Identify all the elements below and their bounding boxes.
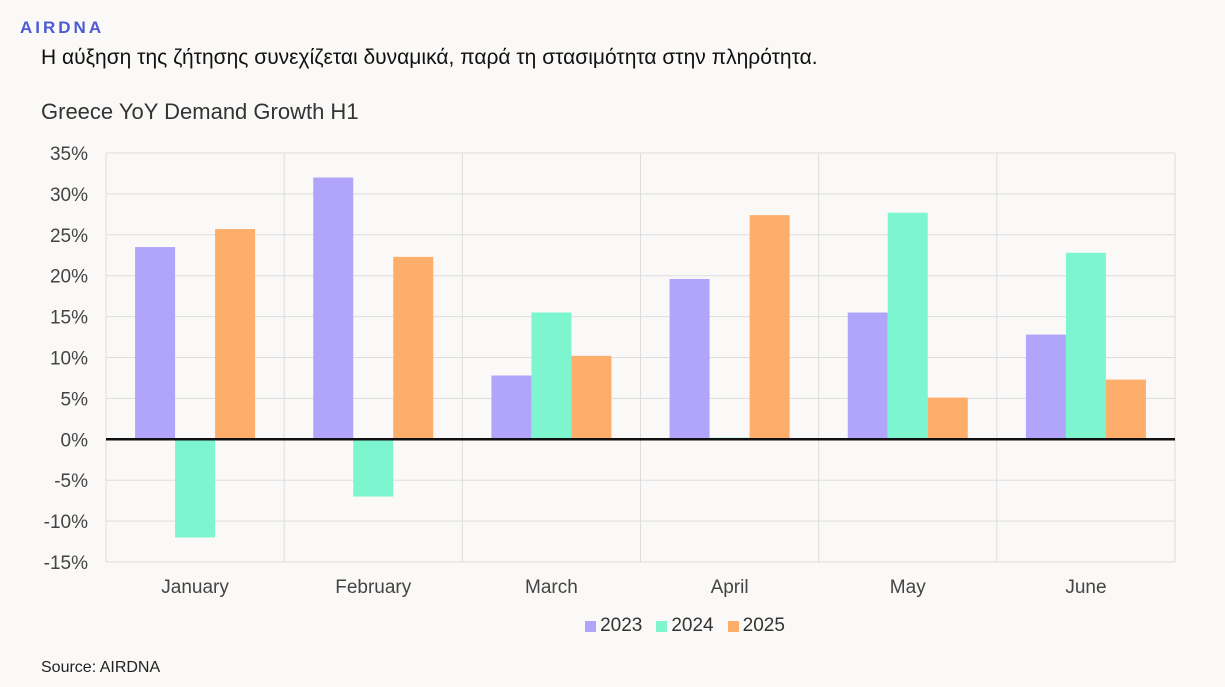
legend-item-2023: 2023 <box>440 615 642 637</box>
bar-2025-april <box>749 215 790 440</box>
bar-2023-june <box>1025 334 1066 440</box>
chart-title: Greece YoY Demand Growth H1 <box>41 99 359 124</box>
y-tick-label: 25% <box>50 226 88 247</box>
legend-label-2023: 2023 <box>600 615 643 636</box>
bar-2023-february <box>313 177 354 440</box>
legend-item-2024: 2024 <box>656 615 714 637</box>
y-tick-label: 30% <box>50 185 88 206</box>
bar-2025-march <box>571 355 612 440</box>
source-note: Source: AIRDNA <box>41 659 161 676</box>
legend-swatch-2024 <box>656 620 668 632</box>
chart-legend: 2023 2024 2025 <box>0 615 1225 637</box>
bar-2023-may <box>847 312 888 440</box>
bar-2024-january <box>175 439 216 538</box>
legend-swatch-2025 <box>727 620 739 632</box>
airdna-logo: AIRDNA <box>20 18 105 37</box>
x-tick-label: January <box>161 577 229 598</box>
bar-2024-may <box>887 212 928 440</box>
bar-2025-june <box>1105 379 1146 440</box>
bar-2023-january <box>135 247 176 440</box>
y-tick-label: -10% <box>44 512 88 533</box>
legend-label-2024: 2024 <box>671 615 714 636</box>
y-tick-label: 35% <box>50 144 88 165</box>
bar-2024-march <box>531 312 572 440</box>
legend-swatch-2023 <box>585 620 597 632</box>
bar-2023-april <box>669 278 710 440</box>
bar-2025-february <box>393 256 434 440</box>
y-tick-label: 10% <box>50 349 88 370</box>
bar-2024-june <box>1065 252 1106 440</box>
bar-2025-january <box>215 229 256 440</box>
y-tick-label: 5% <box>61 389 89 410</box>
x-tick-label: February <box>335 577 412 598</box>
y-tick-label: -15% <box>44 553 88 574</box>
x-tick-label: June <box>1065 577 1106 598</box>
bar-2024-february <box>353 439 394 497</box>
y-tick-label: 20% <box>50 267 88 288</box>
y-tick-label: 15% <box>50 308 88 329</box>
x-tick-label: March <box>525 577 578 598</box>
y-tick-label: -5% <box>54 471 88 492</box>
x-tick-label: April <box>711 577 749 598</box>
bar-2025-may <box>927 397 968 440</box>
legend-label-2025: 2025 <box>742 615 785 636</box>
bar-2023-march <box>491 375 532 440</box>
page-headline: Η αύξηση της ζήτησης συνεχίζεται δυναμικ… <box>41 46 818 69</box>
x-tick-label: May <box>890 577 926 598</box>
y-tick-label: 0% <box>61 430 89 451</box>
legend-item-2025: 2025 <box>727 615 785 637</box>
